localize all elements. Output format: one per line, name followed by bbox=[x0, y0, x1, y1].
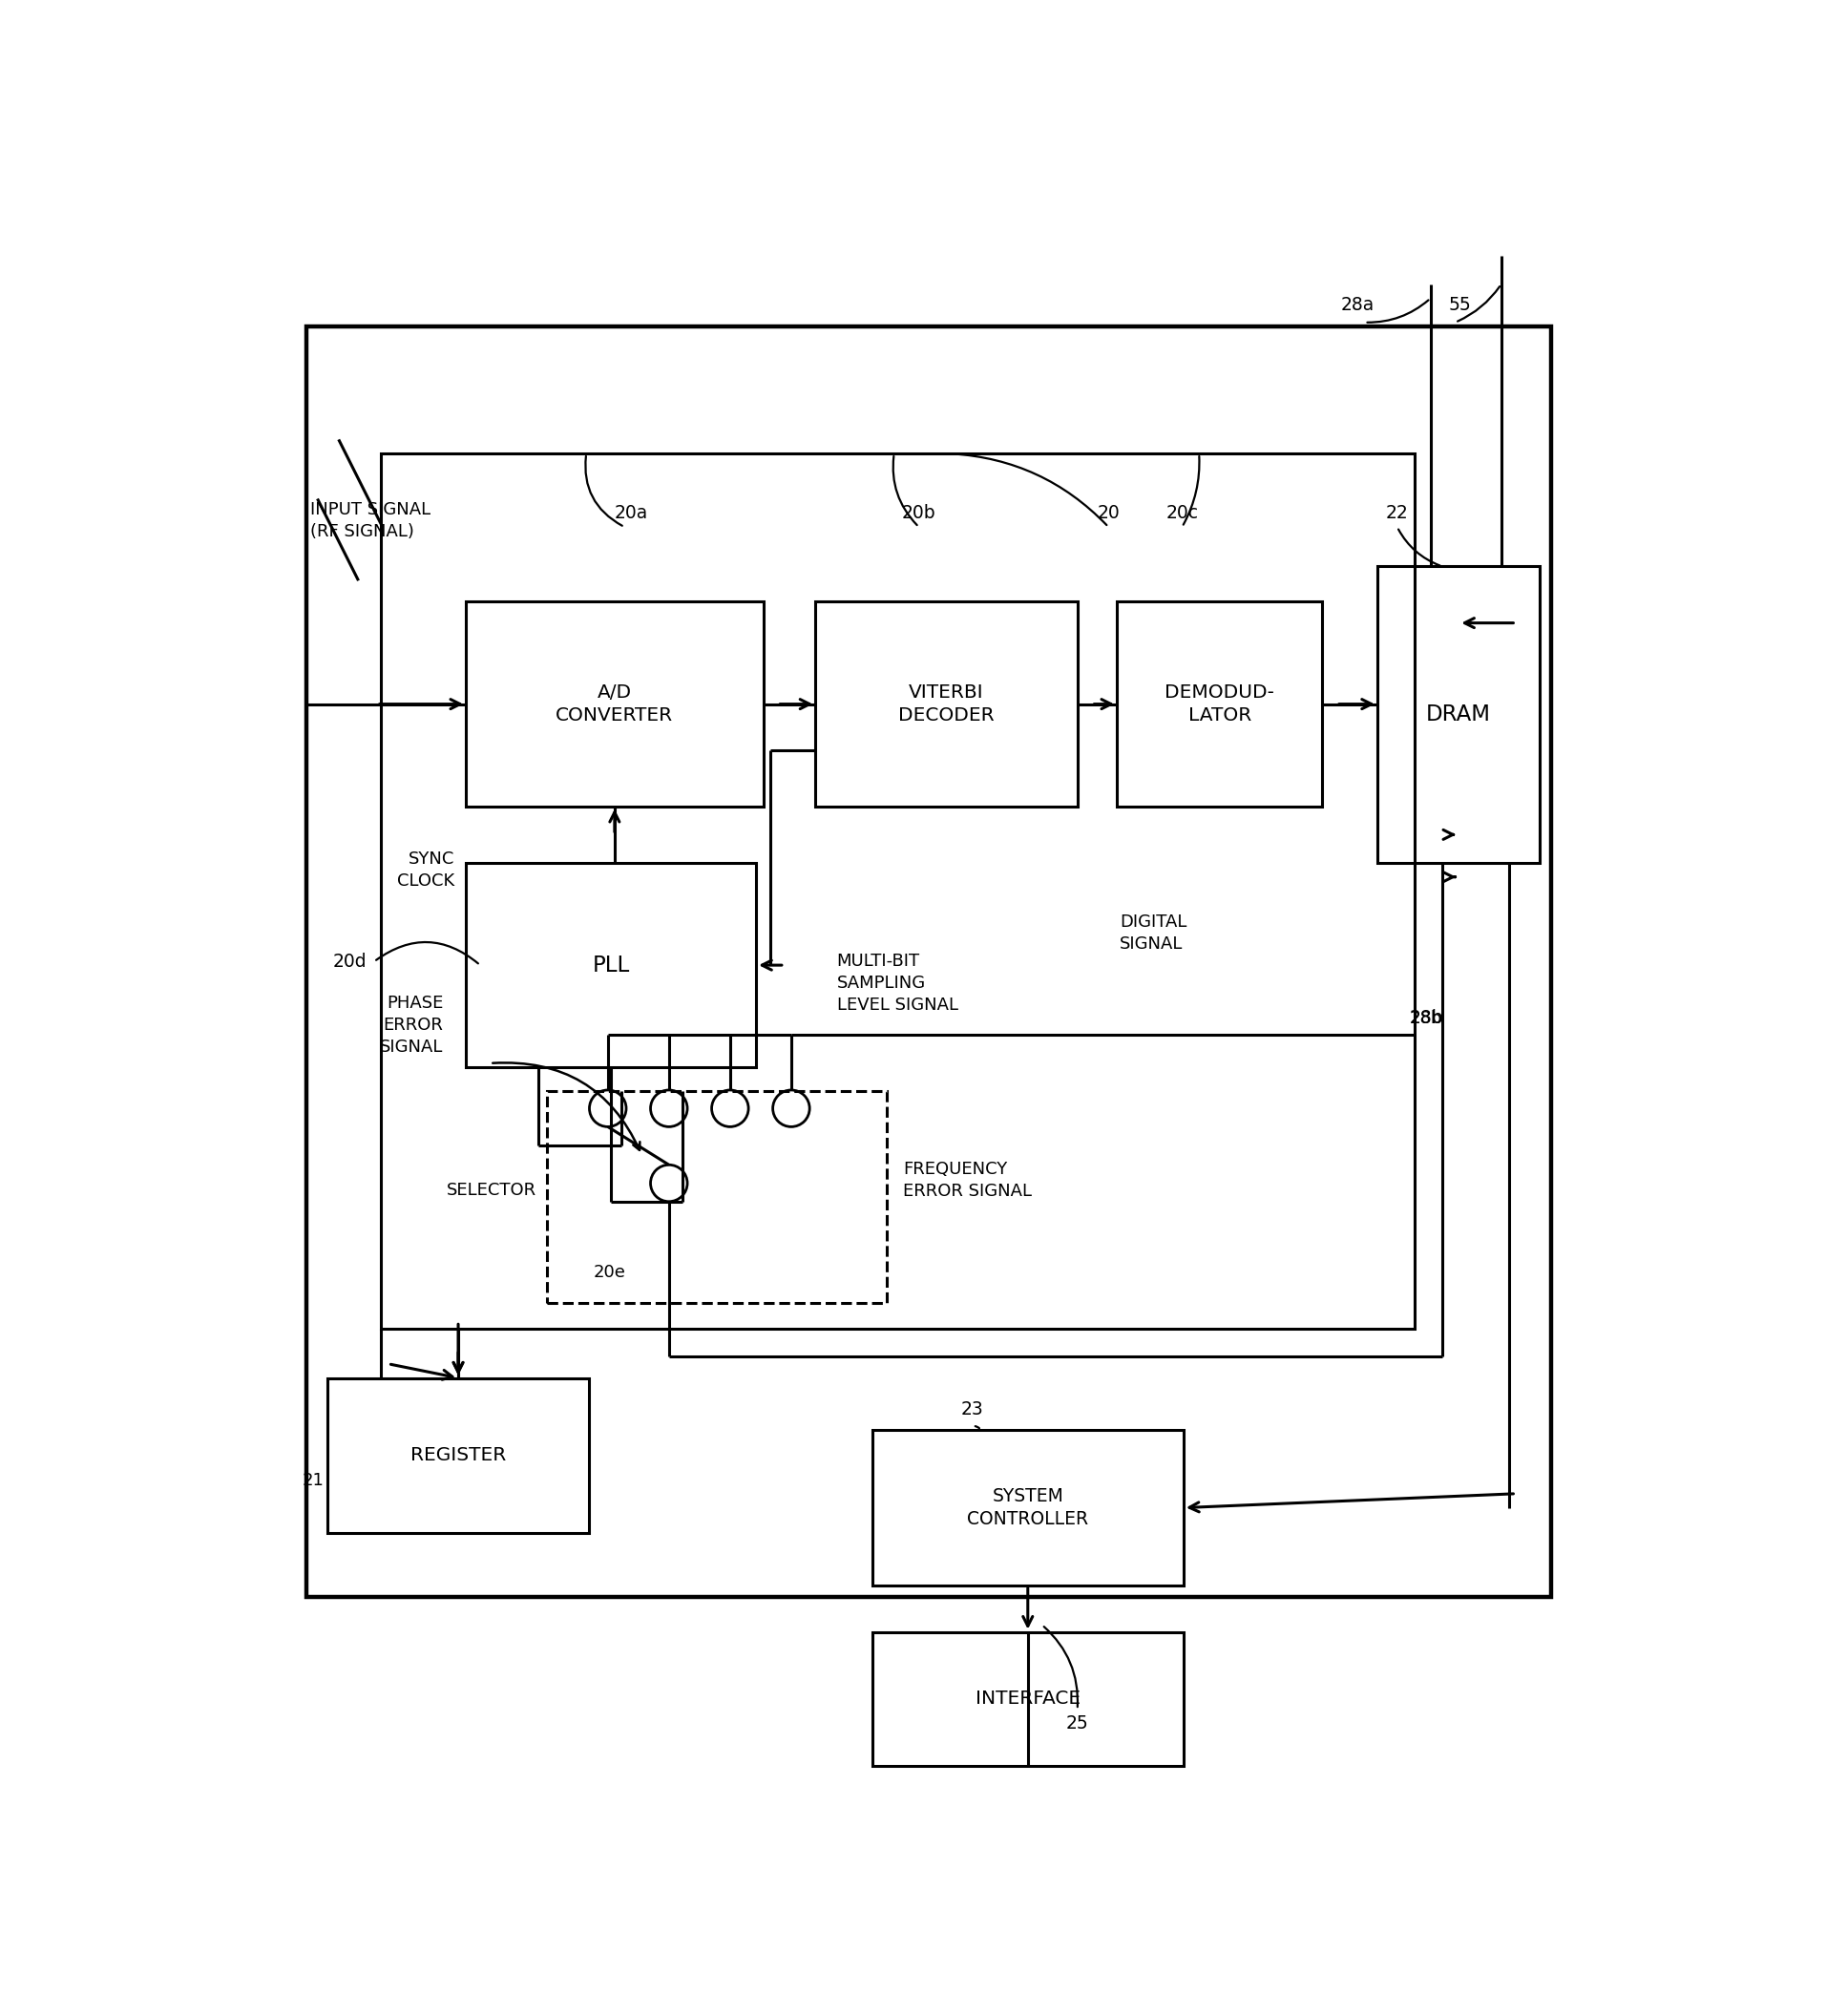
Bar bbox=[466, 603, 763, 806]
Text: 20d: 20d bbox=[332, 954, 367, 970]
Bar bbox=[1377, 566, 1539, 863]
Bar bbox=[873, 1429, 1183, 1585]
Text: 20e: 20e bbox=[593, 1264, 626, 1280]
Text: 21: 21 bbox=[303, 1472, 325, 1490]
Bar bbox=[1118, 603, 1322, 806]
Bar bbox=[816, 603, 1077, 806]
Text: 28b: 28b bbox=[1410, 1010, 1444, 1026]
Text: INTERFACE: INTERFACE bbox=[975, 1689, 1081, 1708]
Text: 20b: 20b bbox=[902, 504, 937, 522]
Text: DRAM: DRAM bbox=[1426, 704, 1492, 726]
Text: SELECTOR: SELECTOR bbox=[447, 1181, 537, 1200]
Bar bbox=[382, 454, 1413, 1329]
Text: MULTI-BIT
SAMPLING
LEVEL SIGNAL: MULTI-BIT SAMPLING LEVEL SIGNAL bbox=[836, 952, 959, 1014]
Bar bbox=[327, 1379, 590, 1532]
Text: 28b: 28b bbox=[1410, 1010, 1443, 1026]
Text: 20a: 20a bbox=[615, 504, 648, 522]
Text: PHASE
ERROR
SIGNAL: PHASE ERROR SIGNAL bbox=[380, 994, 444, 1056]
Text: 25: 25 bbox=[1066, 1716, 1088, 1732]
Text: 55: 55 bbox=[1448, 296, 1470, 314]
Text: PLL: PLL bbox=[592, 954, 630, 976]
Text: DIGITAL
SIGNAL: DIGITAL SIGNAL bbox=[1119, 913, 1187, 954]
Text: 20: 20 bbox=[1097, 504, 1119, 522]
Text: A/D
CONVERTER: A/D CONVERTER bbox=[555, 683, 674, 724]
Text: 22: 22 bbox=[1386, 504, 1408, 522]
Text: FREQUENCY
ERROR SIGNAL: FREQUENCY ERROR SIGNAL bbox=[904, 1161, 1032, 1200]
Text: 23: 23 bbox=[960, 1399, 984, 1417]
Bar bbox=[546, 1091, 886, 1302]
Text: SYSTEM
CONTROLLER: SYSTEM CONTROLLER bbox=[968, 1488, 1088, 1528]
Bar bbox=[873, 1633, 1183, 1766]
Text: SYNC
CLOCK: SYNC CLOCK bbox=[398, 851, 455, 889]
Text: DEMODUD-
LATOR: DEMODUD- LATOR bbox=[1165, 683, 1275, 724]
Text: 28a: 28a bbox=[1340, 296, 1375, 314]
Bar bbox=[466, 863, 756, 1068]
Text: VITERBI
DECODER: VITERBI DECODER bbox=[898, 683, 995, 724]
Bar bbox=[307, 327, 1552, 1597]
Text: 20c: 20c bbox=[1165, 504, 1198, 522]
Text: INPUT SIGNAL
(RF SIGNAL): INPUT SIGNAL (RF SIGNAL) bbox=[310, 502, 431, 540]
Text: REGISTER: REGISTER bbox=[411, 1447, 506, 1464]
